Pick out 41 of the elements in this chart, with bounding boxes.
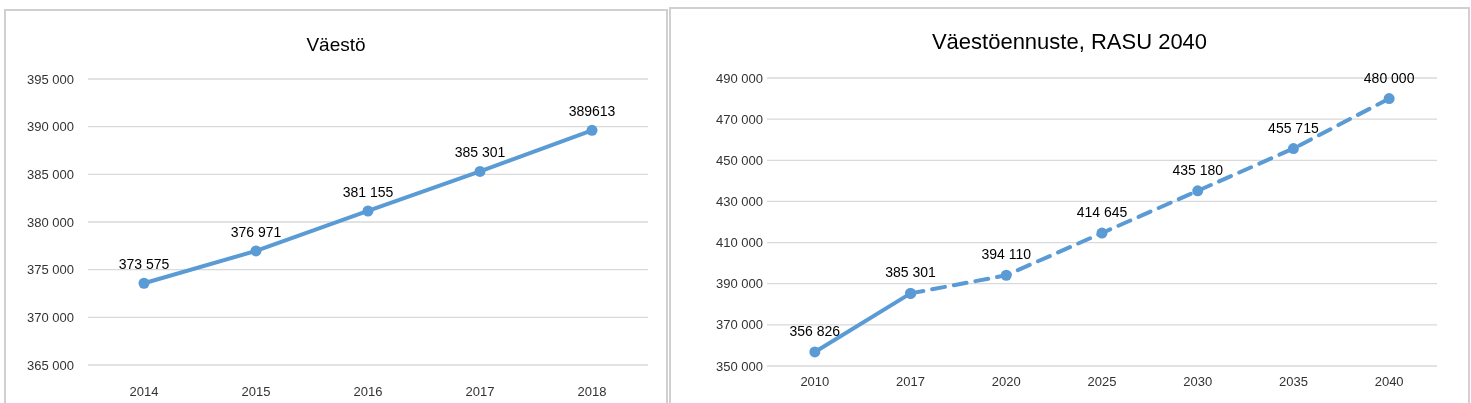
x-tick-label: 2016 bbox=[353, 384, 383, 399]
data-label: 385 301 bbox=[885, 264, 937, 281]
x-tick-label: 2025 bbox=[1087, 374, 1117, 389]
data-label: 376 971 bbox=[230, 223, 282, 240]
data-label: 373 575 bbox=[118, 256, 170, 273]
chart-title: Väestöennuste, RASU 2040 bbox=[931, 29, 1208, 54]
x-tick-label: 2040 bbox=[1374, 374, 1404, 389]
data-label: 394 110 bbox=[981, 246, 1032, 263]
data-label: 356 826 bbox=[789, 322, 841, 339]
y-tick-label: 450 000 bbox=[716, 152, 763, 168]
x-tick-label: 2035 bbox=[1278, 374, 1308, 389]
y-tick-label: 385 000 bbox=[27, 166, 74, 182]
x-tick-label: 2010 bbox=[800, 374, 830, 389]
x-tick-label: 2018 bbox=[577, 384, 607, 399]
data-label: 385 301 bbox=[454, 144, 506, 161]
x-tick-label: 2014 bbox=[129, 384, 159, 399]
x-tick-label: 2015 bbox=[241, 384, 271, 399]
data-label: 414 645 bbox=[1076, 204, 1128, 221]
x-tick-label: 2030 bbox=[1183, 374, 1213, 389]
data-label: 480 000 bbox=[1363, 69, 1415, 86]
chart-title: Väestö bbox=[306, 34, 366, 55]
y-tick-label: 490 000 bbox=[716, 70, 763, 86]
x-tick-label: 2017 bbox=[465, 384, 495, 399]
y-tick-label: 375 000 bbox=[27, 262, 74, 278]
y-tick-label: 395 000 bbox=[27, 71, 74, 87]
y-tick-label: 390 000 bbox=[27, 119, 74, 135]
y-tick-label: 380 000 bbox=[27, 214, 74, 230]
y-tick-label: 430 000 bbox=[716, 193, 763, 209]
y-tick-label: 370 000 bbox=[27, 309, 74, 325]
y-tick-label: 365 000 bbox=[27, 357, 74, 373]
y-tick-label: 350 000 bbox=[716, 358, 763, 374]
data-label: 389613 bbox=[568, 103, 616, 120]
x-tick-label: 2017 bbox=[896, 374, 926, 389]
data-label: 435 180 bbox=[1172, 161, 1224, 178]
y-tick-label: 410 000 bbox=[716, 235, 763, 251]
y-tick-label: 370 000 bbox=[716, 317, 763, 333]
y-tick-label: 390 000 bbox=[716, 276, 763, 292]
x-tick-label: 2020 bbox=[991, 374, 1021, 389]
y-tick-label: 470 000 bbox=[716, 111, 763, 127]
data-label: 381 155 bbox=[342, 183, 394, 200]
data-label: 455 715 bbox=[1268, 119, 1319, 136]
